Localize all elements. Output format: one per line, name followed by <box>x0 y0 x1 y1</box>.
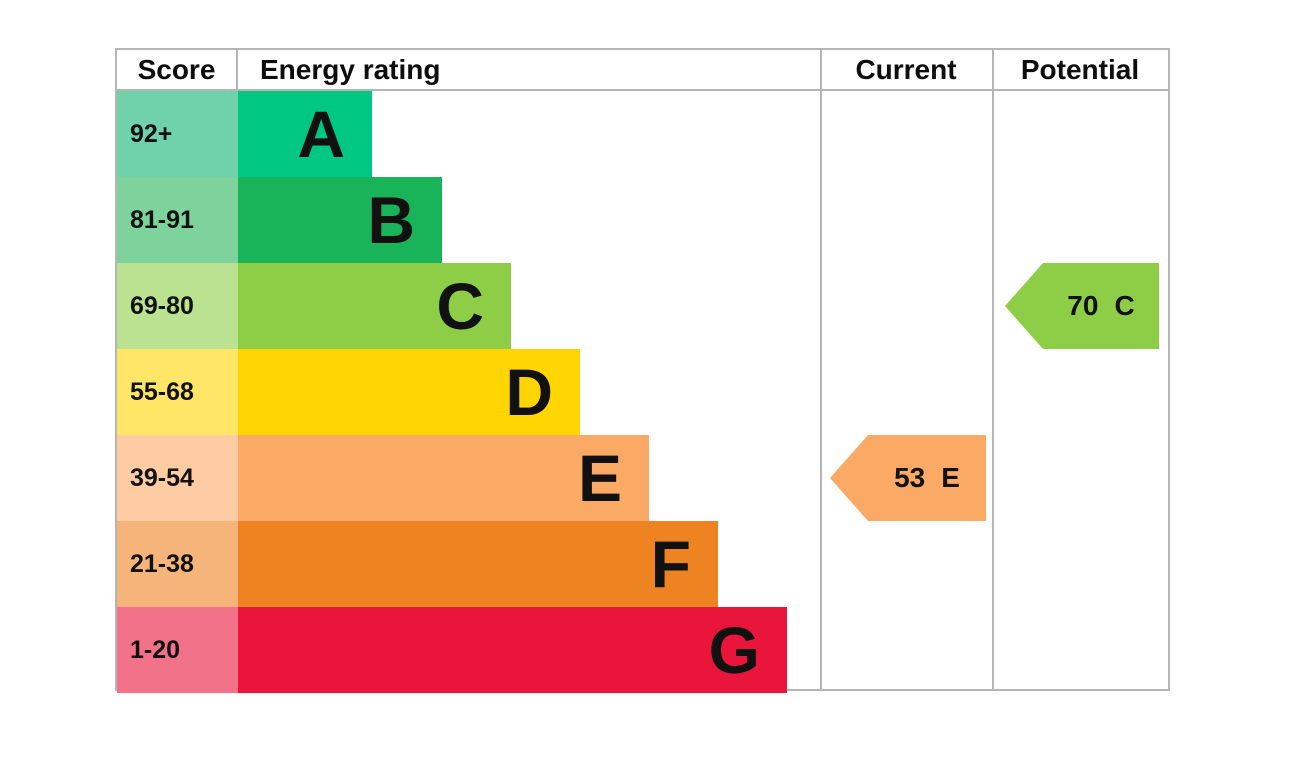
band-bar: D <box>238 349 580 435</box>
potential-rating-label: 70 C <box>1043 263 1159 349</box>
band-row: 1-20 G <box>117 607 820 693</box>
score-range-cell: 69-80 <box>117 263 238 349</box>
band-row: 69-80 C <box>117 263 820 349</box>
score-range-cell: 55-68 <box>117 349 238 435</box>
band-row: 39-54 E <box>117 435 820 521</box>
band-bar: A <box>238 91 372 177</box>
band-rows: 92+ A 81-91 B 69-80 C 55-68 D 39-54 E 21… <box>117 91 820 693</box>
band-bar: B <box>238 177 442 263</box>
band-letter: E <box>577 441 622 515</box>
band-bar: C <box>238 263 511 349</box>
band-letter: G <box>708 613 760 687</box>
current-rating-label: 53 E <box>868 435 986 521</box>
header-current: Current <box>855 54 957 85</box>
band-row: 21-38 F <box>117 521 820 607</box>
table-header-row: Score Energy rating Current Potential <box>117 50 1168 91</box>
band-letter: B <box>367 183 415 257</box>
band-bar: E <box>238 435 649 521</box>
band-letter: C <box>436 269 484 343</box>
left-pointing-arrow-shape <box>830 435 986 521</box>
current-band-letter: E <box>941 462 960 493</box>
band-letter: F <box>650 527 691 601</box>
left-pointing-arrow-shape <box>1005 263 1159 349</box>
potential-score-value: 70 <box>1067 290 1099 321</box>
divider-current-column <box>820 50 822 689</box>
score-range-cell: 81-91 <box>117 177 238 263</box>
divider-potential-column <box>992 50 994 689</box>
band-bar: G <box>238 607 787 693</box>
score-range-cell: 92+ <box>117 91 238 177</box>
header-potential: Potential <box>1020 54 1140 85</box>
epc-table: Score Energy rating Current Potential 92… <box>115 48 1170 693</box>
potential-rating-arrow: 70 C <box>1005 263 1159 349</box>
current-rating-arrow: 53 E <box>830 435 986 521</box>
score-range-cell: 39-54 <box>117 435 238 521</box>
header-score: Score <box>117 50 238 89</box>
band-row: 81-91 B <box>117 177 820 263</box>
score-range-cell: 1-20 <box>117 607 238 693</box>
potential-band-letter: C <box>1114 290 1135 321</box>
current-score-value: 53 <box>894 462 926 493</box>
score-range-cell: 21-38 <box>117 521 238 607</box>
band-bar: F <box>238 521 718 607</box>
band-letter: D <box>505 355 553 429</box>
band-letter: A <box>297 97 345 171</box>
band-row: 55-68 D <box>117 349 820 435</box>
band-row: 92+ A <box>117 91 820 177</box>
header-energy-rating: Energy rating <box>260 54 441 85</box>
